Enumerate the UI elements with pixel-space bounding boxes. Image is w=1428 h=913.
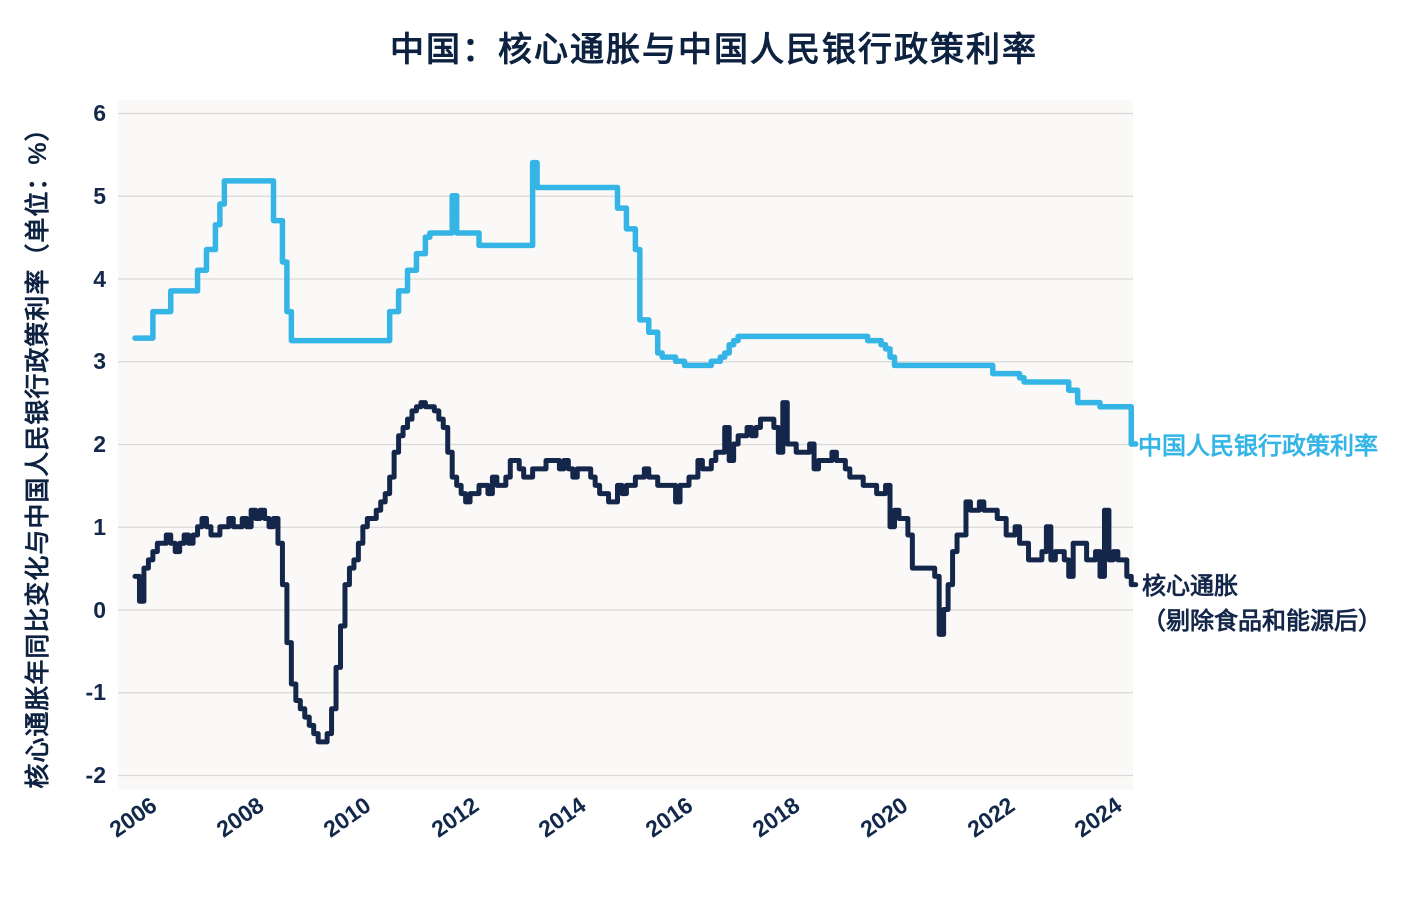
y-tick-label: 3 bbox=[93, 348, 106, 375]
legend-core-line2: （剔除食品和能源后） bbox=[1142, 607, 1382, 635]
y-axis-label: 核心通胀年同比变化与中国人民银行政策利率（单位：%） bbox=[24, 115, 52, 789]
y-tick-label: -1 bbox=[85, 679, 106, 706]
y-tick-label: 1 bbox=[93, 513, 106, 540]
legend-core-inflation: 核心通胀 （剔除食品和能源后） bbox=[1142, 570, 1382, 640]
legend-policy-rate: 中国人民银行政策利率 bbox=[1138, 433, 1378, 460]
y-tick-label: -2 bbox=[85, 762, 106, 788]
legend-core-line1: 核心通胀 bbox=[1142, 573, 1238, 600]
y-tick-label: 6 bbox=[93, 100, 106, 126]
y-tick-label: 0 bbox=[93, 596, 106, 623]
y-tick-label: 4 bbox=[93, 265, 106, 292]
y-tick-label: 2 bbox=[93, 431, 106, 457]
y-tick-label: 5 bbox=[93, 182, 106, 209]
chart-title: 中国：核心通胀与中国人民银行政策利率 bbox=[390, 31, 1038, 69]
